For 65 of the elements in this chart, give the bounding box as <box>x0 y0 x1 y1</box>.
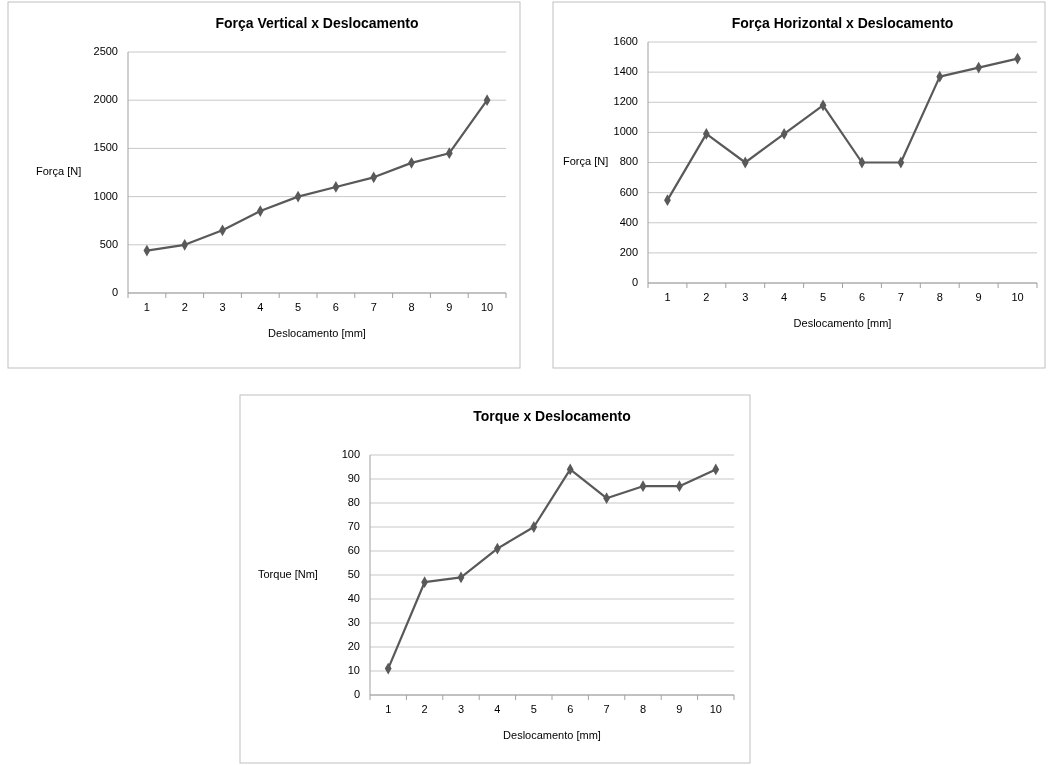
x-tick-label: 3 <box>742 291 749 303</box>
y-tick-label: 70 <box>347 519 360 532</box>
x-tick-label: 5 <box>530 703 537 715</box>
x-tick-label: 10 <box>480 301 494 313</box>
x-tick-label: 1 <box>664 291 671 303</box>
y-tick-label: 0 <box>353 687 360 700</box>
x-axis-title: Deslocamento [mm] <box>503 729 601 741</box>
x-tick-label: 2 <box>181 301 188 313</box>
x-tick-label: 1 <box>385 703 392 715</box>
y-tick-label: 30 <box>347 615 360 628</box>
x-tick-label: 9 <box>676 703 683 715</box>
y-tick-label: 200 <box>619 245 638 258</box>
x-tick-label: 8 <box>936 291 943 303</box>
chart-title: Força Horizontal x Deslocamento <box>731 15 954 31</box>
y-tick-label: 0 <box>631 275 638 288</box>
x-tick-label: 10 <box>1011 291 1024 303</box>
y-tick-label: 100 <box>341 447 360 460</box>
y-tick-label: 600 <box>619 185 638 198</box>
x-tick-label: 3 <box>457 703 465 715</box>
x-tick-label: 4 <box>494 703 501 715</box>
chart-title: Força Vertical x Deslocamento <box>215 15 419 31</box>
x-tick-label: 5 <box>819 291 827 303</box>
y-tick-label: 1500 <box>93 141 118 154</box>
x-tick-label: 6 <box>858 291 866 303</box>
x-tick-label: 1 <box>143 301 150 313</box>
y-tick-label: 800 <box>619 155 638 168</box>
x-tick-label: 8 <box>408 301 415 313</box>
y-tick-label: 20 <box>347 639 360 652</box>
y-tick-label: 1200 <box>613 95 638 108</box>
y-tick-label: 50 <box>347 567 360 580</box>
chart-title: Torque x Deslocamento <box>473 408 631 424</box>
y-tick-label: 10 <box>347 663 360 676</box>
x-tick-label: 5 <box>295 301 302 313</box>
x-tick-label: 10 <box>709 703 722 715</box>
y-tick-label: 400 <box>619 215 638 228</box>
x-tick-label: 9 <box>446 301 453 313</box>
y-tick-label: 2000 <box>93 93 118 106</box>
y-axis-title: Força [N] <box>36 165 82 178</box>
y-tick-label: 1000 <box>613 125 638 138</box>
y-tick-label: 80 <box>347 495 360 508</box>
x-axis-title: Deslocamento [mm] <box>268 327 366 339</box>
x-tick-label: 4 <box>781 291 788 303</box>
x-tick-label: 2 <box>421 703 428 715</box>
x-tick-label: 2 <box>703 291 710 303</box>
y-tick-label: 1600 <box>613 34 638 47</box>
x-tick-label: 4 <box>257 301 264 313</box>
x-axis-title: Deslocamento [mm] <box>793 317 892 329</box>
y-tick-label: 1000 <box>93 189 118 202</box>
x-tick-label: 6 <box>567 703 574 715</box>
x-tick-label: 6 <box>332 301 339 313</box>
y-tick-label: 40 <box>347 591 360 604</box>
x-tick-label: 9 <box>975 291 982 303</box>
y-tick-label: 90 <box>347 471 360 484</box>
x-tick-label: 7 <box>370 301 377 313</box>
y-axis-title: Torque [Nm] <box>258 567 318 580</box>
y-axis-title: Força [N] <box>563 155 609 168</box>
x-tick-label: 7 <box>897 291 904 303</box>
x-tick-label: 8 <box>639 703 647 715</box>
x-tick-label: 3 <box>219 301 226 313</box>
y-tick-label: 60 <box>347 543 360 556</box>
y-tick-label: 0 <box>111 285 118 298</box>
x-tick-label: 7 <box>603 703 610 715</box>
y-tick-label: 500 <box>99 237 118 250</box>
y-tick-label: 1400 <box>613 65 638 78</box>
y-tick-label: 2500 <box>93 44 118 57</box>
